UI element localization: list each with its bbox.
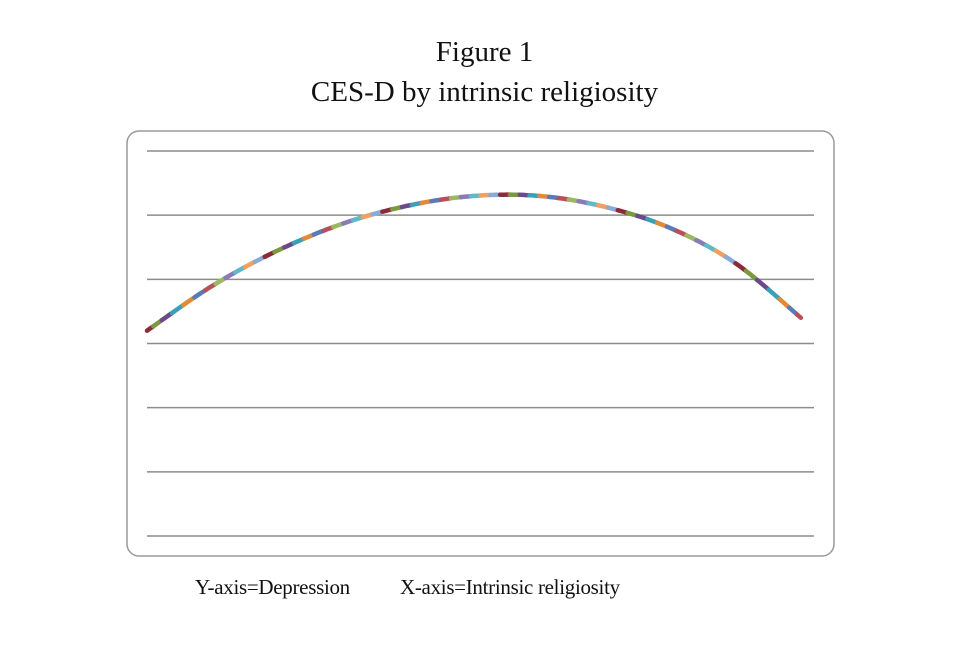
series-line-segment	[794, 312, 804, 321]
y-axis-caption: Y-axis=Depression	[195, 575, 350, 599]
series-line	[144, 192, 804, 333]
chart-title: CES-D by intrinsic religiosity	[310, 76, 659, 108]
figure-number: Figure 1	[435, 36, 534, 68]
series-line-segment	[180, 295, 197, 308]
series-line-segment	[169, 302, 186, 316]
series-line-segment	[733, 261, 749, 274]
series-line-segment	[754, 277, 771, 292]
series-line-segment	[766, 287, 782, 302]
x-axis-caption: X-axis=Intrinsic religiosity	[400, 575, 620, 599]
gridlines	[147, 150, 814, 537]
series-line-segment	[743, 268, 760, 283]
